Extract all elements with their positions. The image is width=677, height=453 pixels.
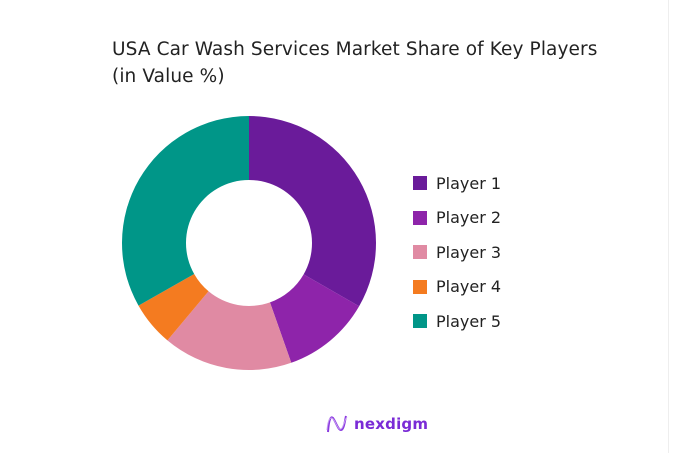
donut-slice-player-4	[138, 274, 209, 341]
donut-slice-player-5	[121, 116, 249, 306]
nexdigm-logo-text: nexdigm	[354, 415, 429, 433]
legend-label: Player 1	[436, 173, 502, 193]
chart-title-line-2: (in Value %)	[112, 66, 225, 87]
chart-title: USA Car Wash Services Market Share of Ke…	[112, 36, 597, 90]
legend-swatch	[413, 279, 427, 294]
legend-label: Player 2	[436, 208, 502, 228]
donut-slice-player-3	[167, 291, 292, 370]
legend-swatch	[413, 210, 427, 225]
legend-swatch	[413, 314, 427, 329]
donut-slice-player-2	[269, 274, 360, 363]
legend-item-player-3: Player 3	[413, 235, 501, 270]
legend-item-player-5: Player 5	[413, 304, 501, 339]
legend-item-player-4: Player 4	[413, 270, 501, 305]
legend-swatch	[413, 176, 427, 191]
legend-swatch	[413, 245, 427, 260]
legend-label: Player 5	[436, 311, 502, 331]
legend-label: Player 3	[436, 242, 502, 262]
legend-label: Player 4	[436, 277, 502, 297]
legend: Player 1 Player 2 Player 3 Player 4 Player 5	[413, 166, 501, 339]
chart-title-line-1: USA Car Wash Services Market Share of Ke…	[112, 39, 598, 60]
nexdigm-logo-icon	[326, 415, 348, 433]
legend-item-player-2: Player 2	[413, 201, 501, 236]
right-edge-divider	[668, 0, 669, 453]
legend-item-player-1: Player 1	[413, 166, 501, 201]
nexdigm-logo: nexdigm	[326, 414, 428, 434]
donut-slice-player-1	[249, 116, 376, 307]
